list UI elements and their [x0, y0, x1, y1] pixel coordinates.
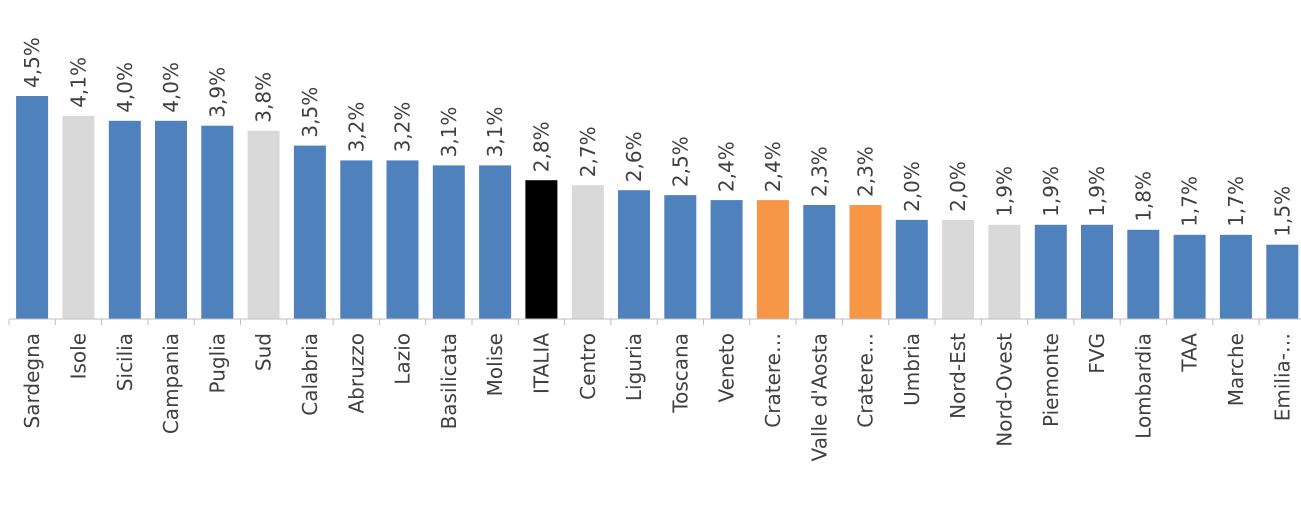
bar	[895, 219, 928, 319]
category-label: Centro	[576, 333, 600, 400]
value-label: 2,4%	[715, 141, 739, 192]
category-label: Molise	[483, 333, 507, 396]
value-label: 4,5%	[20, 37, 44, 88]
category-label: Umbria	[900, 333, 924, 406]
value-label: 2,4%	[761, 141, 785, 192]
bar	[1219, 234, 1252, 319]
bar	[1034, 224, 1067, 319]
bar	[247, 130, 280, 319]
category-label: Campania	[159, 333, 183, 434]
bar	[155, 120, 187, 319]
bar	[803, 205, 836, 319]
bar	[16, 96, 49, 319]
value-label: 1,9%	[1039, 166, 1063, 217]
category-label: Emilia-…	[1270, 333, 1294, 421]
bar	[942, 219, 975, 319]
value-label: 3,1%	[437, 107, 461, 158]
category-label: Piemonte	[1039, 333, 1063, 427]
value-labels-group: 4,5% 4,1% 4,0% 4,0% 3,9% 3,8% 3,5% 3,2% 3,2% 3,1%…	[20, 37, 1294, 237]
category-label: Marche	[1224, 333, 1248, 406]
category-label: Toscana	[668, 333, 692, 414]
bars-group	[16, 96, 1299, 319]
value-label: 1,9%	[1085, 166, 1109, 217]
bar	[618, 190, 650, 319]
value-label: 2,8%	[529, 121, 553, 172]
category-label: Isole	[66, 333, 90, 379]
category-label: Nord-Ovest	[992, 333, 1016, 447]
category-label: Abruzzo	[344, 333, 368, 414]
category-label: Liguria	[622, 333, 646, 401]
category-label: FVG	[1085, 333, 1109, 374]
value-label: 1,9%	[992, 166, 1016, 217]
value-label: 2,7%	[576, 126, 600, 177]
bar	[201, 125, 234, 319]
bar	[756, 200, 789, 319]
category-labels-group: Sardegna Isole Sicilia Campania Puglia Sud Cal…	[20, 333, 1294, 462]
bar	[479, 165, 512, 319]
bar	[988, 224, 1021, 319]
bar	[386, 160, 419, 319]
value-label: 3,2%	[344, 102, 368, 153]
bar	[1173, 234, 1206, 319]
category-label: Calabria	[298, 333, 322, 416]
category-label: Cratere…	[854, 333, 878, 428]
category-label: Basilicata	[437, 333, 461, 429]
category-label: ITALIA	[529, 333, 553, 394]
category-label: TAA	[1178, 333, 1202, 373]
bar	[525, 180, 558, 319]
value-label: 4,0%	[113, 62, 137, 113]
value-label: 3,5%	[298, 87, 322, 138]
value-label: 2,6%	[622, 131, 646, 182]
value-label: 2,3%	[854, 146, 878, 197]
value-label: 1,7%	[1178, 176, 1202, 227]
bar	[1266, 244, 1299, 319]
value-label: 2,5%	[668, 136, 692, 187]
bar	[1127, 229, 1160, 319]
bar	[108, 120, 141, 319]
category-label: Valle d'Aosta	[807, 333, 831, 461]
value-label: 2,0%	[900, 161, 924, 212]
value-label: 1,5%	[1270, 186, 1294, 237]
value-label: 2,0%	[946, 161, 970, 212]
bar	[432, 165, 465, 319]
bar	[1081, 224, 1113, 319]
x-axis-ticks	[8, 319, 1260, 325]
value-label: 1,8%	[1131, 171, 1155, 222]
bar	[571, 185, 604, 319]
category-label: Sud	[252, 333, 276, 371]
value-label: 1,7%	[1224, 176, 1248, 227]
value-label: 3,2%	[391, 102, 415, 153]
bar	[849, 205, 882, 319]
value-label: 3,8%	[252, 72, 276, 123]
value-label: 3,1%	[483, 107, 507, 158]
bar	[340, 160, 373, 319]
category-label: Sicilia	[113, 333, 137, 391]
category-label: Puglia	[205, 333, 229, 393]
bar	[710, 200, 743, 319]
value-label: 4,0%	[159, 62, 183, 113]
category-label: Sardegna	[20, 333, 44, 428]
category-label: Lazio	[391, 333, 415, 385]
value-label: 2,3%	[807, 146, 831, 197]
value-label: 4,1%	[66, 57, 90, 108]
bar	[293, 145, 326, 319]
category-label: Cratere…	[761, 333, 785, 428]
value-label: 3,9%	[205, 67, 229, 118]
category-label: Nord-Est	[946, 333, 970, 419]
bar	[62, 115, 95, 319]
category-label: Lombardia	[1131, 333, 1155, 439]
category-label: Veneto	[715, 333, 739, 403]
bar	[664, 195, 697, 319]
